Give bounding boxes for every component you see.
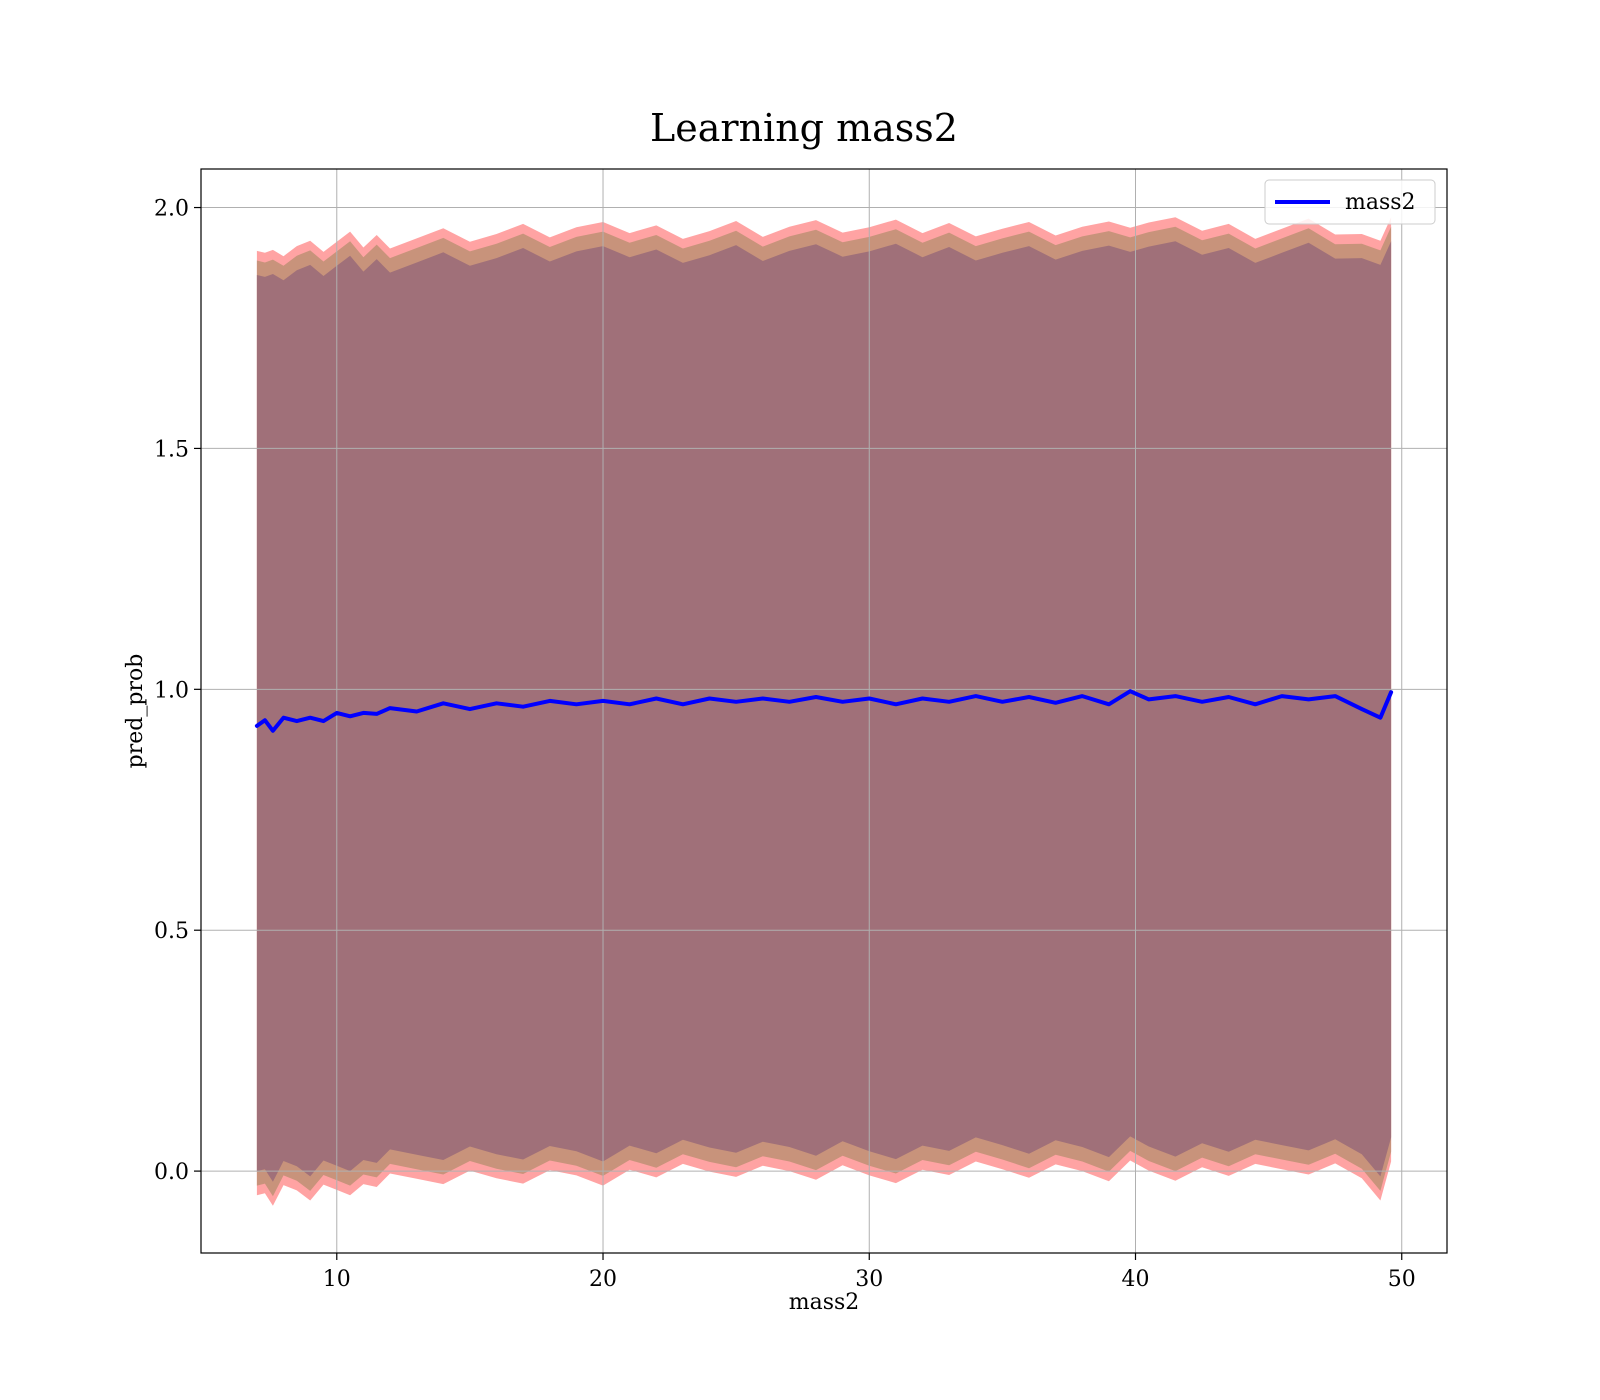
x-tick-label: 20 — [589, 1267, 617, 1292]
legend-box — [1264, 179, 1436, 225]
x-tick-label: 40 — [1122, 1267, 1150, 1292]
y-tick-label: 2.0 — [154, 197, 189, 222]
legend: mass2 — [1264, 179, 1436, 225]
grid-lines — [201, 169, 1447, 1253]
chart-title: Learning mass2 — [650, 106, 958, 150]
x-tick-label: 10 — [323, 1267, 351, 1292]
x-axis-label: mass2 — [789, 1290, 860, 1315]
y-axis-label: pred_prob — [123, 654, 148, 769]
y-axis-ticks: 0.0 0.5 1.0 1.5 2.0 — [154, 197, 201, 1185]
series-line-mass2 — [254, 689, 1394, 733]
std-bands — [256, 217, 1392, 1206]
y-tick-label: 0.5 — [154, 919, 189, 944]
std-band-inner — [256, 241, 1392, 1182]
plot-frame — [200, 168, 1448, 1254]
x-tick-label: 50 — [1388, 1267, 1416, 1292]
x-tick-label: 30 — [855, 1267, 883, 1292]
y-tick-label: 0.0 — [154, 1160, 189, 1185]
y-tick-label: 1.5 — [154, 437, 189, 462]
series-lines — [254, 689, 1394, 733]
legend-label-mass2: mass2 — [1345, 190, 1416, 215]
x-axis-ticks: 10 20 30 40 50 — [323, 1253, 1416, 1292]
y-tick-label: 1.0 — [154, 678, 189, 703]
